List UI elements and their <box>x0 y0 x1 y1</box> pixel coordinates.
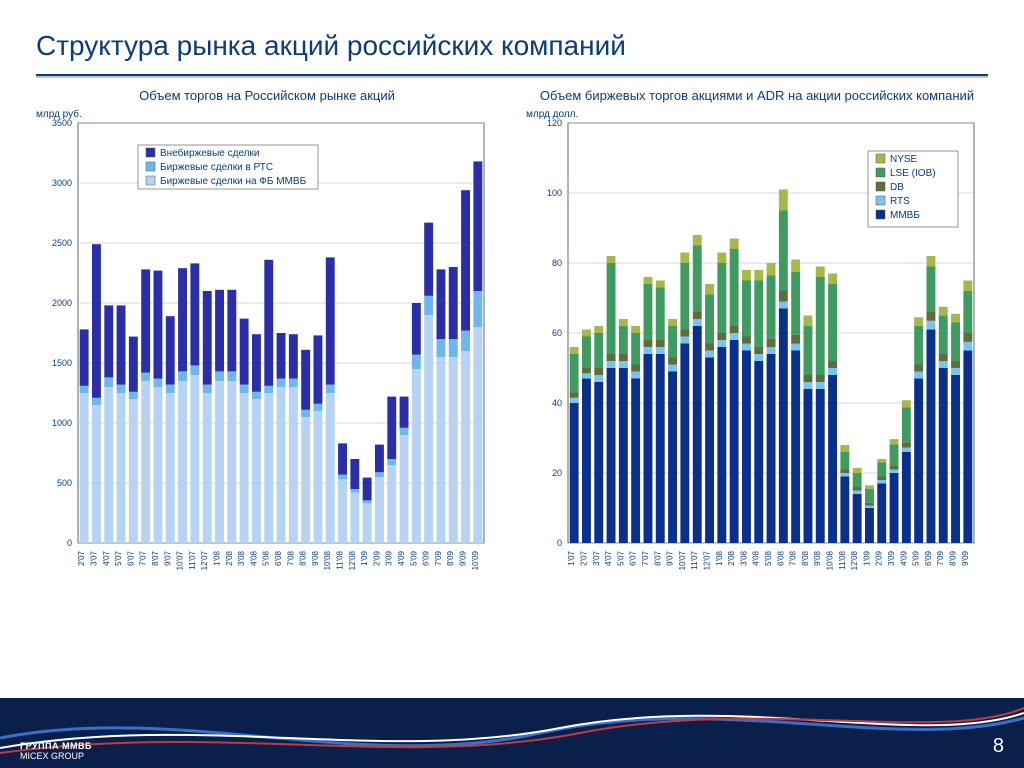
svg-text:8'08: 8'08 <box>299 550 308 565</box>
svg-text:6'09: 6'09 <box>924 550 933 565</box>
svg-text:9'09: 9'09 <box>459 550 468 565</box>
svg-text:11'08: 11'08 <box>838 550 847 569</box>
svg-text:8'09: 8'09 <box>446 550 455 565</box>
svg-text:8'09: 8'09 <box>949 550 958 565</box>
svg-text:5'07: 5'07 <box>114 550 123 565</box>
svg-text:10'09: 10'09 <box>471 550 480 570</box>
svg-text:11'07: 11'07 <box>690 550 699 569</box>
svg-text:9'07: 9'07 <box>163 550 172 565</box>
svg-text:4'08: 4'08 <box>249 550 258 565</box>
svg-text:10'08: 10'08 <box>323 550 332 570</box>
svg-text:Внебиржевые сделки: Внебиржевые сделки <box>160 147 259 159</box>
svg-text:NYSE: NYSE <box>890 154 918 165</box>
svg-text:5'08: 5'08 <box>764 550 773 565</box>
svg-text:12'07: 12'07 <box>200 550 209 570</box>
page-number: 8 <box>993 735 1004 758</box>
svg-text:4'09: 4'09 <box>899 550 908 565</box>
svg-text:12'08: 12'08 <box>850 550 859 570</box>
svg-text:ММВБ: ММВБ <box>890 210 920 221</box>
svg-text:2'07: 2'07 <box>77 550 86 565</box>
svg-text:9'08: 9'08 <box>813 550 822 565</box>
svg-text:7'07: 7'07 <box>641 550 650 565</box>
svg-text:10'07: 10'07 <box>176 550 185 570</box>
svg-text:40: 40 <box>552 398 562 408</box>
svg-text:5'08: 5'08 <box>262 550 271 565</box>
svg-text:Биржевые сделки на ФБ ММВБ: Биржевые сделки на ФБ ММВБ <box>160 176 307 187</box>
svg-text:6'08: 6'08 <box>776 550 785 565</box>
chart1-yunit: млрд руб. <box>36 109 82 120</box>
svg-text:4'07: 4'07 <box>102 550 111 565</box>
svg-text:10'07: 10'07 <box>678 550 687 570</box>
svg-text:2000: 2000 <box>52 298 72 308</box>
svg-text:1'07: 1'07 <box>567 550 576 565</box>
svg-text:3000: 3000 <box>52 178 72 188</box>
svg-text:2'09: 2'09 <box>875 550 884 565</box>
svg-text:9'09: 9'09 <box>961 550 970 565</box>
svg-text:80: 80 <box>552 258 562 268</box>
svg-text:9'08: 9'08 <box>311 550 320 565</box>
svg-text:10'08: 10'08 <box>826 550 835 570</box>
chart1-plot: 05001000150020002500300035002'073'074'07… <box>36 109 492 599</box>
svg-text:1500: 1500 <box>52 358 72 368</box>
wave-decoration <box>0 698 1024 768</box>
chart2-title: Объем биржевых торгов акциями и ADR на а… <box>526 88 988 103</box>
svg-text:1'09: 1'09 <box>862 550 871 565</box>
svg-text:Биржевые сделки в РТС: Биржевые сделки в РТС <box>160 162 273 173</box>
svg-text:2500: 2500 <box>52 238 72 248</box>
svg-text:3'09: 3'09 <box>887 550 896 565</box>
svg-text:6'07: 6'07 <box>629 550 638 565</box>
svg-text:4'09: 4'09 <box>397 550 406 565</box>
svg-text:6'07: 6'07 <box>126 550 135 565</box>
svg-text:11'08: 11'08 <box>336 550 345 569</box>
svg-text:5'07: 5'07 <box>616 550 625 565</box>
svg-text:DB: DB <box>890 182 904 193</box>
svg-text:7'07: 7'07 <box>139 550 148 565</box>
chart2-yunit: млрд долл. <box>526 109 578 120</box>
svg-text:3'08: 3'08 <box>237 550 246 565</box>
title-rule <box>36 74 988 78</box>
svg-text:4'07: 4'07 <box>604 550 613 565</box>
footer-bar: ГРУППА ММВБ MICEX GROUP 8 <box>0 698 1024 768</box>
svg-text:12'08: 12'08 <box>348 550 357 570</box>
svg-text:60: 60 <box>552 328 562 338</box>
svg-text:11'07: 11'07 <box>188 550 197 569</box>
slide-title: Структура рынка акций российских компани… <box>36 30 988 62</box>
svg-text:6'09: 6'09 <box>422 550 431 565</box>
svg-text:2'07: 2'07 <box>580 550 589 565</box>
svg-text:7'08: 7'08 <box>286 550 295 565</box>
svg-text:0: 0 <box>67 538 72 548</box>
svg-text:12'07: 12'07 <box>703 550 712 570</box>
svg-text:8'07: 8'07 <box>151 550 160 565</box>
svg-text:8'08: 8'08 <box>801 550 810 565</box>
svg-text:1'08: 1'08 <box>715 550 724 565</box>
chart2-plot: 0204060801001201'072'073'074'075'076'077… <box>526 109 982 599</box>
svg-text:LSE (IOB): LSE (IOB) <box>890 168 936 179</box>
svg-text:3'07: 3'07 <box>90 550 99 565</box>
svg-text:3'07: 3'07 <box>592 550 601 565</box>
svg-text:7'09: 7'09 <box>936 550 945 565</box>
svg-text:0: 0 <box>557 538 562 548</box>
micex-logo: ГРУППА ММВБ MICEX GROUP <box>20 742 92 762</box>
svg-text:5'09: 5'09 <box>409 550 418 565</box>
svg-text:1'09: 1'09 <box>360 550 369 565</box>
svg-text:7'08: 7'08 <box>789 550 798 565</box>
svg-text:5'09: 5'09 <box>912 550 921 565</box>
svg-text:2'08: 2'08 <box>225 550 234 565</box>
svg-text:6'08: 6'08 <box>274 550 283 565</box>
svg-text:1'08: 1'08 <box>213 550 222 565</box>
svg-text:8'07: 8'07 <box>653 550 662 565</box>
svg-text:20: 20 <box>552 468 562 478</box>
svg-text:500: 500 <box>57 478 72 488</box>
svg-text:1000: 1000 <box>52 418 72 428</box>
svg-text:3'08: 3'08 <box>739 550 748 565</box>
svg-text:2'08: 2'08 <box>727 550 736 565</box>
svg-text:4'08: 4'08 <box>752 550 761 565</box>
svg-text:2'09: 2'09 <box>372 550 381 565</box>
svg-text:100: 100 <box>547 188 562 198</box>
svg-text:RTS: RTS <box>890 196 910 207</box>
svg-text:7'09: 7'09 <box>434 550 443 565</box>
svg-text:9'07: 9'07 <box>666 550 675 565</box>
svg-text:3'09: 3'09 <box>385 550 394 565</box>
chart1-title: Объем торгов на Российском рынке акций <box>36 88 498 103</box>
